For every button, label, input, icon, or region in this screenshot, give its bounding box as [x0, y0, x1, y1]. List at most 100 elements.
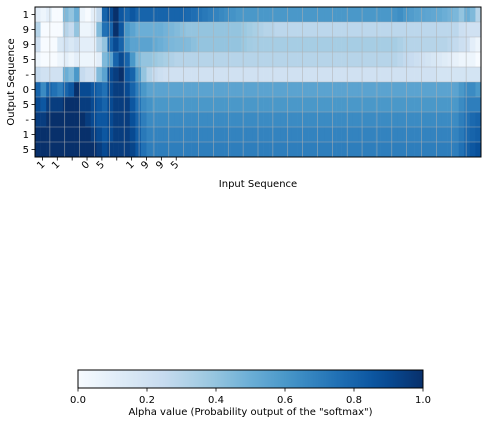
heatmap-cell [302, 112, 309, 128]
heatmap-cell [140, 97, 147, 113]
heatmap-cell [313, 142, 320, 158]
heatmap-cell [46, 37, 53, 53]
heatmap-cell [135, 22, 142, 38]
heatmap-cell [313, 22, 320, 38]
heatmap-cell [397, 97, 404, 113]
heatmap-cell [207, 52, 214, 68]
heatmap-cell [196, 97, 203, 113]
heatmap-cell [269, 52, 276, 68]
heatmap-cell [430, 7, 437, 23]
heatmap-cell [68, 37, 75, 53]
heatmap-cell [140, 22, 147, 38]
heatmap-cell [269, 7, 276, 23]
heatmap-cell [391, 127, 398, 143]
heatmap-cell [313, 37, 320, 53]
heatmap-cell [79, 97, 86, 113]
heatmap-cell [46, 127, 53, 143]
heatmap-cell [397, 22, 404, 38]
heatmap-cell [475, 142, 482, 158]
heatmap-cell [218, 52, 225, 68]
heatmap-cell [391, 7, 398, 23]
heatmap-cell [375, 97, 381, 113]
heatmap-cell [118, 112, 125, 128]
heatmap-cell [341, 22, 348, 38]
heatmap-cell [402, 52, 409, 68]
heatmap-cell [464, 142, 471, 158]
heatmap-cell [453, 97, 460, 113]
heatmap-cell [79, 37, 86, 53]
heatmap-cell [191, 127, 197, 143]
heatmap-cell [336, 97, 342, 113]
heatmap-cell [90, 7, 97, 23]
heatmap-cell [464, 22, 471, 38]
heatmap-cell [107, 112, 114, 128]
heatmap-cell [291, 142, 298, 158]
heatmap-cell [475, 67, 482, 83]
heatmap-cell [408, 7, 415, 23]
heatmap-cell [85, 127, 92, 143]
heatmap-cell [74, 142, 80, 158]
heatmap-cell [391, 82, 398, 98]
heatmap-cell [313, 82, 320, 98]
heatmap-cell [246, 82, 253, 98]
heatmap-cell [191, 37, 197, 53]
heatmap-cell [280, 22, 287, 38]
heatmap-cell [363, 142, 370, 158]
heatmap-cell [352, 142, 359, 158]
heatmap-cell [347, 142, 354, 158]
heatmap-cell [430, 112, 437, 128]
heatmap-cell [430, 142, 437, 158]
heatmap-cell [324, 22, 331, 38]
heatmap-cell [101, 82, 108, 98]
heatmap-cell [96, 97, 103, 113]
y-tick-label: 0 [23, 85, 29, 96]
heatmap-cell [101, 142, 108, 158]
heatmap-cell [129, 22, 136, 38]
heatmap-cell [319, 112, 326, 128]
heatmap-cell [414, 67, 420, 83]
heatmap-cell [336, 7, 342, 23]
heatmap-cell [469, 7, 476, 23]
heatmap-cell [135, 37, 142, 53]
heatmap-cell [246, 142, 253, 158]
heatmap-cell [464, 127, 471, 143]
heatmap-cell [168, 97, 175, 113]
heatmap-cell [258, 67, 264, 83]
heatmap-cell [163, 82, 170, 98]
heatmap-cell [96, 52, 103, 68]
x-tick-label: 9 [154, 159, 166, 171]
x-tick-label: 1 [35, 159, 47, 171]
heatmap-cell [90, 97, 97, 113]
heatmap-cell [163, 142, 170, 158]
heatmap-cell [464, 7, 471, 23]
heatmap-cell [224, 97, 231, 113]
heatmap-cell [291, 52, 298, 68]
heatmap-cell [258, 142, 264, 158]
heatmap-cell [129, 7, 136, 23]
heatmap-cell [274, 22, 281, 38]
heatmap-cell [246, 112, 253, 128]
heatmap-cell [291, 7, 298, 23]
heatmap-cell [185, 7, 192, 23]
heatmap-cell [263, 112, 270, 128]
heatmap-cell [174, 82, 181, 98]
heatmap-cell [475, 82, 482, 98]
heatmap-cell [235, 52, 242, 68]
heatmap-cell [330, 127, 337, 143]
heatmap-cell [241, 127, 248, 143]
heatmap-cell [124, 97, 131, 113]
heatmap-cell [46, 82, 53, 98]
heatmap-cell [207, 67, 214, 83]
heatmap-cell [57, 22, 64, 38]
heatmap-cell [308, 97, 315, 113]
heatmap-cell [46, 112, 53, 128]
heatmap-cell [414, 127, 420, 143]
colorbar-label: Alpha value (Probability output of the "… [128, 407, 372, 418]
heatmap-cell [191, 82, 197, 98]
heatmap-cell [124, 37, 131, 53]
heatmap-cell [107, 142, 114, 158]
heatmap-cell [458, 37, 465, 53]
heatmap-cell [174, 7, 181, 23]
heatmap-cell [74, 112, 80, 128]
heatmap-cell [263, 67, 270, 83]
